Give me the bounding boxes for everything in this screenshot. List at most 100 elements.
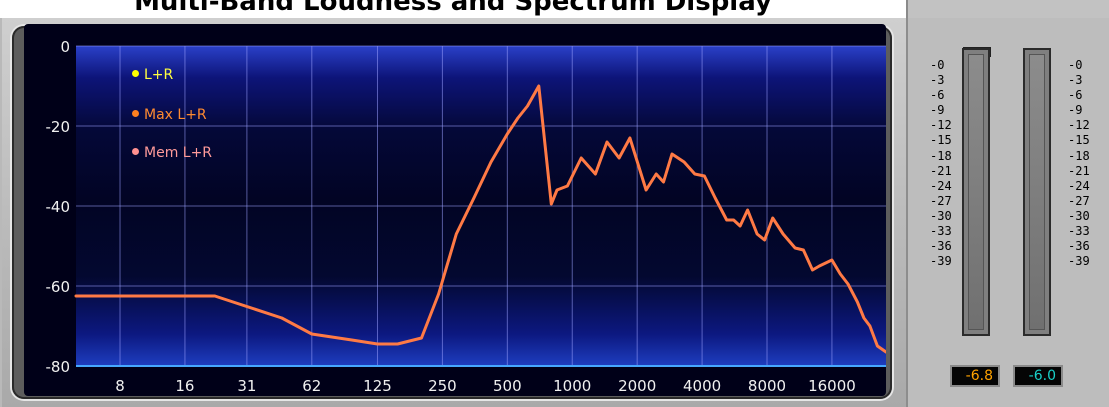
data-point — [884, 350, 886, 354]
data-point — [396, 342, 399, 346]
legend-label-mem: Mem L+R — [144, 145, 213, 161]
data-point — [662, 180, 665, 184]
meter-scale-label: -24 — [1068, 178, 1090, 193]
meter-scale-label: -33 — [1068, 224, 1090, 239]
data-point — [605, 140, 609, 144]
y-tick-label: -40 — [46, 198, 71, 216]
data-point — [455, 232, 458, 236]
data-point — [771, 216, 774, 220]
series-max-lr-line — [74, 84, 886, 354]
data-point — [74, 294, 78, 298]
data-point — [617, 156, 621, 160]
legend-item-lr: L+R — [132, 67, 173, 83]
meter-scale-label: -15 — [930, 133, 952, 148]
meter-scale-label: -3 — [1068, 73, 1083, 88]
data-point — [472, 196, 476, 200]
meter-scale-label: -39 — [930, 254, 952, 269]
meter-scale-left: -0 -3 -6 -9 -12 -15 -18 -21 -24 -27 -30 -33 -36 -39 — [930, 58, 952, 269]
meter-bar-right — [1023, 48, 1051, 336]
title-bar: Multi-Band Loudness and Spectrum Display — [0, 0, 1109, 18]
meter-scale-label: -21 — [1068, 163, 1090, 178]
data-point — [644, 188, 648, 192]
meter-scale-label: -9 — [930, 103, 945, 118]
meter-scale-label: -0 — [930, 58, 945, 72]
x-tick-label: 31 — [237, 377, 256, 395]
meter-scale-label: -18 — [930, 148, 952, 163]
data-point — [537, 84, 540, 88]
data-point — [566, 184, 569, 188]
meter-scale-label: -27 — [1068, 193, 1090, 208]
data-point — [811, 268, 814, 272]
data-point — [655, 172, 658, 176]
meter-scale-label: -0 — [1068, 58, 1083, 72]
data-point — [846, 282, 850, 286]
meter-scale-label: -21 — [930, 163, 952, 178]
data-point — [732, 218, 735, 222]
data-point — [856, 300, 859, 304]
legend-dot-icon — [132, 110, 139, 117]
meter-scale-label: -30 — [1068, 208, 1090, 223]
meter-scale-right: -0 -3 -6 -9 -12 -15 -18 -21 -24 -27 -30 -33 -36 -39 — [1068, 58, 1090, 269]
data-point — [693, 172, 696, 176]
data-point — [420, 336, 423, 340]
data-point — [793, 246, 797, 250]
data-point — [280, 316, 283, 320]
window-title: Multi-Band Loudness and Spectrum Display — [134, 0, 772, 17]
x-tick-label: 2000 — [618, 377, 656, 395]
legend-label-lr: L+R — [144, 67, 174, 83]
data-point — [310, 332, 313, 336]
meter-scale-label: -30 — [930, 208, 952, 223]
meter-bar-left — [962, 48, 990, 336]
meter-scale-label: -33 — [930, 224, 952, 239]
data-point — [350, 338, 353, 342]
x-tick-label: 250 — [428, 377, 457, 395]
meter-scale-label: -39 — [1068, 254, 1090, 269]
data-point — [213, 294, 216, 298]
y-tick-label: -80 — [46, 358, 71, 376]
title-bar-cap — [906, 0, 1109, 18]
data-point — [738, 224, 742, 228]
data-point — [818, 264, 821, 268]
data-point — [703, 174, 706, 178]
data-point — [876, 344, 879, 348]
data-point — [376, 342, 379, 346]
meter-scale-label: -24 — [930, 178, 952, 193]
legend-label-max: Max L+R — [144, 107, 207, 123]
y-tick-label: -20 — [46, 118, 71, 136]
meter-scale-label: -9 — [1068, 103, 1083, 118]
data-point — [580, 156, 583, 160]
spectrum-plot: 8 16 31 62 125 250 500 1000 2000 4000 8000 16000 0 -2… — [46, 38, 886, 395]
meter-scale-label: -6 — [1068, 88, 1083, 103]
data-point — [550, 202, 553, 206]
legend-item-mem: Mem L+R — [132, 145, 212, 161]
x-tick-label: 16000 — [808, 377, 856, 395]
meter-readout-left: -6.8 — [950, 365, 1000, 387]
meter-scale-label: -36 — [1068, 239, 1090, 254]
data-point — [755, 232, 759, 236]
meter-scale-label: -3 — [930, 73, 945, 88]
data-point — [516, 116, 520, 120]
y-tick-label: 0 — [60, 38, 70, 56]
legend-dot-icon — [132, 148, 139, 155]
meter-scale-label: -12 — [1068, 118, 1090, 133]
data-point — [763, 238, 766, 242]
spectrum-screen[interactable]: 8 16 31 62 125 250 500 1000 2000 4000 8000 16000 0 -2… — [24, 24, 886, 396]
meter-scale-label: -6 — [930, 88, 945, 103]
x-tick-label: 4000 — [683, 377, 721, 395]
x-tick-label: 16 — [175, 377, 194, 395]
data-point — [555, 188, 559, 192]
x-tick-label: 8 — [115, 377, 125, 395]
data-point — [628, 136, 632, 140]
x-tick-label: 8000 — [748, 377, 786, 395]
meter-readout-right: -6.0 — [1013, 365, 1063, 387]
x-tick-label: 125 — [363, 377, 392, 395]
data-point — [830, 258, 834, 262]
x-tick-label: 500 — [493, 377, 522, 395]
data-point — [437, 292, 440, 296]
meter-scale-label: -18 — [1068, 148, 1090, 163]
data-point — [682, 160, 686, 164]
legend-item-max: Max L+R — [132, 107, 207, 123]
data-point — [725, 218, 728, 222]
data-point — [489, 160, 493, 164]
x-tick-label: 1000 — [553, 377, 591, 395]
